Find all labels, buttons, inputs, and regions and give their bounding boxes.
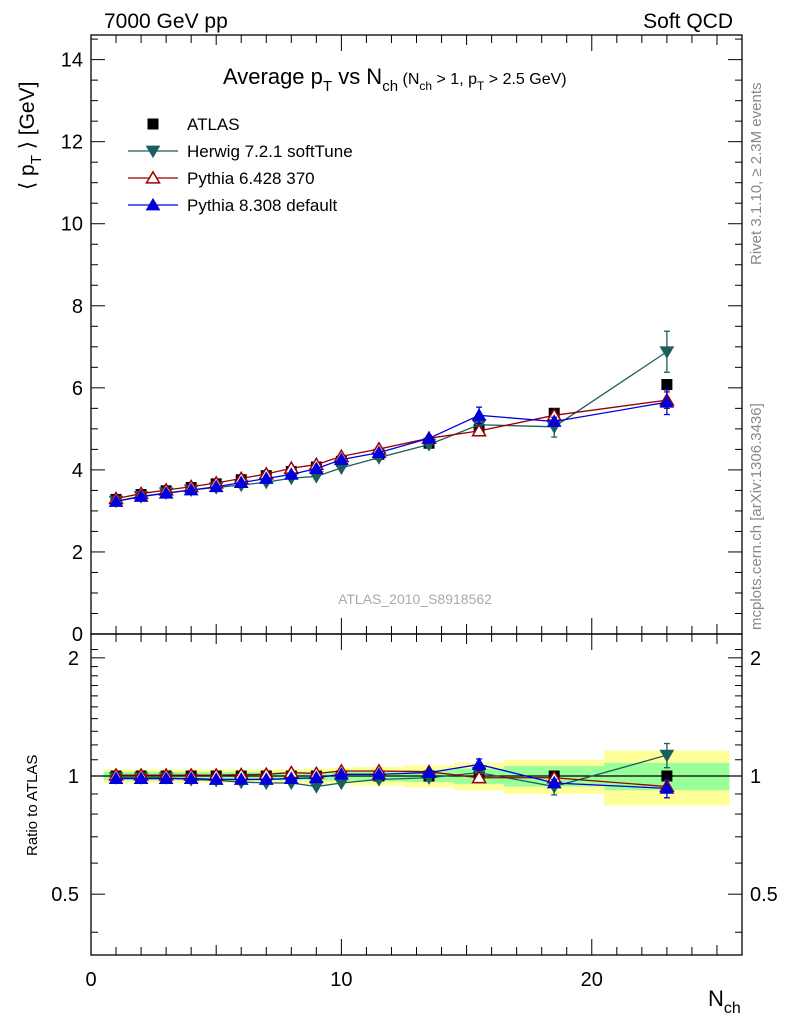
x-label-sub: ch [724, 1000, 741, 1017]
legend-label: Pythia 8.308 default [187, 196, 338, 215]
legend-marker [145, 197, 161, 211]
series-point-ratio [334, 767, 349, 780]
chart-title: Average pT vs Nch (Nch > 1, pT > 2.5 GeV… [223, 64, 567, 95]
series-point-ratio [471, 757, 487, 770]
title-paren-b: > 1, p [432, 71, 477, 88]
series-point-main [308, 461, 324, 475]
series-point-ratio [371, 767, 387, 780]
series-point-main [158, 486, 174, 499]
series-point-ratio [283, 771, 299, 784]
main-y-tick-label: 2 [72, 542, 83, 564]
ratio-y-tick-label: 1 [68, 766, 79, 788]
y-label-part-a: ⟨ p [16, 164, 39, 190]
y-label-part-b: ⟩ [GeV] [16, 82, 39, 156]
series-point-main [371, 445, 387, 459]
title-part-a: Average p [223, 64, 323, 89]
series-point-ratio [659, 781, 675, 794]
analysis-watermark: ATLAS_2010_S8918562 [338, 591, 492, 607]
series-point-ratio [308, 770, 324, 784]
y-axis-label-main: ⟨ pT ⟩ [GeV] [16, 82, 45, 190]
ratio-panel-series [108, 742, 675, 799]
ratio-y-tick-label: 0.5 [51, 884, 79, 906]
series-point-ratio [258, 772, 274, 785]
main-y-tick-label: 14 [61, 50, 83, 72]
series-point-ratio [546, 775, 562, 789]
legend-label-atlas: ATLAS [187, 115, 240, 134]
series-line-main [115, 401, 667, 503]
series-point-main [108, 494, 124, 507]
main-y-tick-label: 10 [61, 214, 83, 236]
series-point-ratio [208, 772, 224, 785]
ratio-y-tick-label-right: 2 [750, 648, 761, 670]
title-part-b: vs N [332, 64, 382, 89]
main-y-tick-label: 4 [72, 460, 83, 482]
main-y-tick-label: 0 [72, 624, 83, 646]
atlas-ratio-point [661, 770, 673, 782]
ratio-y-tick-label: 2 [68, 648, 79, 670]
series-point-ratio [233, 772, 249, 785]
series-point-ratio [421, 765, 437, 779]
series-point-main [546, 414, 562, 427]
series-point-ratio [133, 771, 149, 784]
series-point-ratio [158, 771, 174, 784]
header-left: 7000 GeV pp [104, 10, 228, 33]
title-paren-c: > 2.5 GeV) [484, 71, 566, 88]
legend: ATLAS Herwig 7.2.1 softTune Pythia 6.428 3… [128, 115, 353, 215]
series-point-main [471, 423, 487, 437]
x-tick-label: 10 [330, 969, 352, 991]
header-right: Soft QCD [643, 10, 733, 33]
main-y-tick-label: 8 [72, 296, 83, 318]
y-label-sub: T [28, 155, 45, 164]
series-point-main [659, 395, 675, 408]
series-point-ratio [471, 770, 487, 784]
x-tick-label: 0 [85, 969, 96, 991]
legend-marker [145, 170, 161, 184]
series-point-main [421, 431, 437, 444]
main-y-tick-label: 6 [72, 378, 83, 400]
mcplots-text: mcplots.cern.ch [arXiv:1306.3436] [748, 403, 765, 630]
rivet-version-text: Rivet 3.1.10, ≥ 2.3M events [748, 83, 765, 266]
title-paren-sub-a: ch [419, 79, 432, 93]
main-panel-series [108, 330, 675, 509]
legend-marker [145, 145, 161, 159]
series-point-ratio [308, 781, 324, 794]
series-point-main [133, 489, 149, 502]
x-axis-label: Nch [708, 986, 741, 1017]
legend-marker-atlas [147, 118, 159, 130]
series-point-main [258, 471, 274, 484]
series-point-main [471, 408, 487, 421]
x-label-main: N [708, 986, 724, 1011]
series-point-main [208, 479, 224, 493]
series-point-ratio [108, 771, 124, 784]
series-point-ratio [659, 749, 675, 763]
ratio-y-tick-label-right: 1 [750, 766, 761, 788]
legend-label: Pythia 6.428 370 [187, 169, 315, 188]
legend-label: Herwig 7.2.1 softTune [187, 142, 353, 161]
series-line-main [115, 351, 668, 502]
title-paren-sub-b: T [477, 79, 485, 93]
title-sub-a: T [323, 78, 332, 95]
ratio-y-tick-label-right: 0.5 [750, 884, 778, 906]
series-point-main [334, 452, 349, 466]
atlas-data-point [661, 379, 673, 391]
series-point-main [659, 346, 675, 359]
y-axis-label-ratio: Ratio to ATLAS [24, 755, 41, 856]
title-paren-a: (N [398, 71, 419, 88]
series-point-main [283, 467, 299, 480]
title-sub-b: ch [382, 78, 398, 95]
main-y-tick-label: 12 [61, 132, 83, 154]
series-point-main [233, 475, 249, 488]
x-tick-label: 20 [581, 969, 603, 991]
series-point-main [183, 482, 199, 496]
series-point-ratio [183, 771, 199, 784]
